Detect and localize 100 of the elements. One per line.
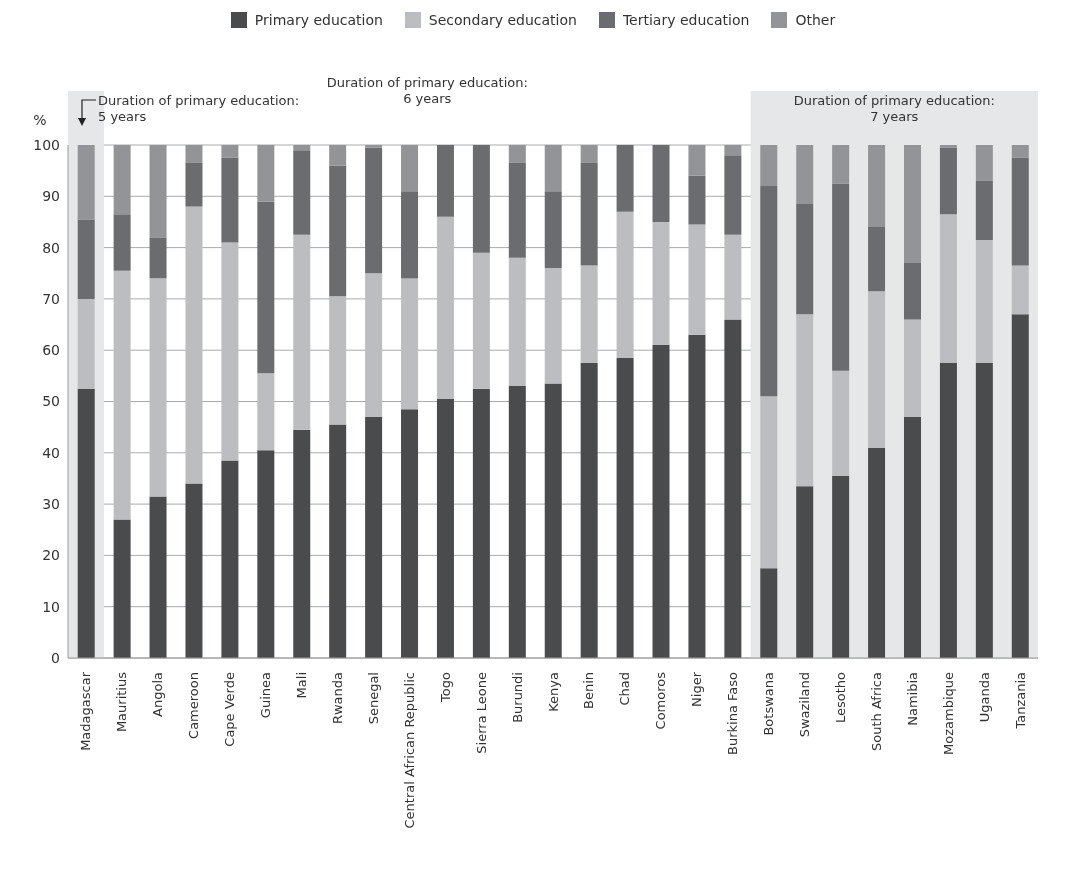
bar <box>580 265 598 364</box>
bar <box>724 155 742 235</box>
x-tick-label: Mali <box>294 672 310 699</box>
y-tick-label: 20 <box>42 547 60 564</box>
bar <box>688 224 706 335</box>
bar <box>975 180 993 240</box>
legend-label: Secondary education <box>428 12 577 28</box>
bar <box>77 145 95 220</box>
x-tick-label: Guinea <box>258 672 274 719</box>
bar <box>329 145 347 166</box>
bar <box>293 429 311 658</box>
bar <box>508 257 526 387</box>
y-tick-label: 10 <box>42 598 60 615</box>
bar <box>939 363 957 658</box>
bar <box>544 191 562 269</box>
x-tick-label: Burkina Faso <box>725 671 741 755</box>
bar <box>580 162 598 266</box>
x-tick-label: Comoros <box>653 671 669 730</box>
bar <box>904 145 921 263</box>
bar <box>832 145 850 184</box>
bar <box>185 162 203 207</box>
bar <box>832 370 850 476</box>
y-tick-label: 90 <box>42 188 60 205</box>
bar <box>724 145 742 156</box>
x-tick-label: Mozambique <box>940 672 956 755</box>
bar <box>436 216 454 399</box>
bar <box>939 147 957 215</box>
bar <box>544 383 562 658</box>
bar <box>508 145 526 163</box>
bar <box>904 416 921 658</box>
bar <box>365 416 383 658</box>
x-tick-label: Rwanda <box>329 672 345 725</box>
bar <box>185 145 203 163</box>
legend-label: Primary education <box>254 12 383 28</box>
bar <box>724 319 742 658</box>
bar <box>149 145 167 238</box>
bar <box>329 165 347 297</box>
bar <box>365 273 383 417</box>
band-label: Duration of primary education: 5 years <box>98 93 300 124</box>
bar <box>1011 314 1029 658</box>
bar <box>472 252 490 389</box>
bar <box>365 145 383 148</box>
band-label: Duration of primary education: 7 years <box>793 93 995 124</box>
bar <box>401 145 419 192</box>
bar <box>257 373 275 451</box>
bar <box>365 147 383 274</box>
bar <box>616 357 634 658</box>
bar <box>257 145 275 202</box>
bar <box>760 145 778 187</box>
x-tick-label: Togo <box>437 671 453 703</box>
legend-label: Other <box>795 12 836 28</box>
bar <box>329 296 347 425</box>
bar <box>544 145 562 192</box>
x-tick-label: Angola <box>150 672 166 717</box>
x-tick-label: Mauritius <box>114 671 130 733</box>
bar <box>113 145 131 215</box>
bar <box>113 270 131 520</box>
bar <box>688 145 706 176</box>
x-tick-label: Tanzania <box>1012 672 1028 730</box>
bar <box>652 221 670 346</box>
bar <box>257 450 275 658</box>
bar <box>185 483 203 658</box>
bar <box>975 363 993 658</box>
bar <box>904 319 921 417</box>
bar <box>796 204 814 315</box>
bar <box>868 227 886 292</box>
legend-label: Tertiary education <box>622 12 750 28</box>
bar <box>939 214 957 364</box>
x-tick-label: Niger <box>689 671 705 707</box>
bar <box>580 145 598 163</box>
bar <box>724 234 742 320</box>
y-tick-label: 0 <box>51 649 60 666</box>
bar <box>185 206 203 484</box>
bar <box>652 345 670 658</box>
x-tick-label: Burundi <box>509 672 525 723</box>
bar <box>257 201 275 374</box>
bar <box>975 145 993 181</box>
bar <box>868 447 886 658</box>
bar <box>401 278 419 410</box>
x-tick-label: Namibia <box>904 672 920 726</box>
bar <box>616 211 634 358</box>
text: Duration of primary education: 6 years <box>326 75 528 106</box>
bar <box>1011 145 1029 158</box>
bar <box>760 568 778 658</box>
bar <box>832 183 850 371</box>
bar <box>939 145 957 148</box>
x-tick-label: Kenya <box>545 672 561 712</box>
bar <box>652 145 670 222</box>
bar <box>796 145 814 204</box>
x-tick-label: South Africa <box>868 672 884 751</box>
bar <box>149 237 167 279</box>
bar <box>401 409 419 658</box>
bar <box>401 191 419 279</box>
bar <box>868 291 886 448</box>
bar <box>329 424 347 658</box>
y-tick-label: 40 <box>42 444 60 461</box>
bar <box>544 268 562 384</box>
bar <box>975 239 993 364</box>
x-tick-label: Sierra Leone <box>473 672 489 754</box>
y-tick-label: 60 <box>42 342 60 359</box>
